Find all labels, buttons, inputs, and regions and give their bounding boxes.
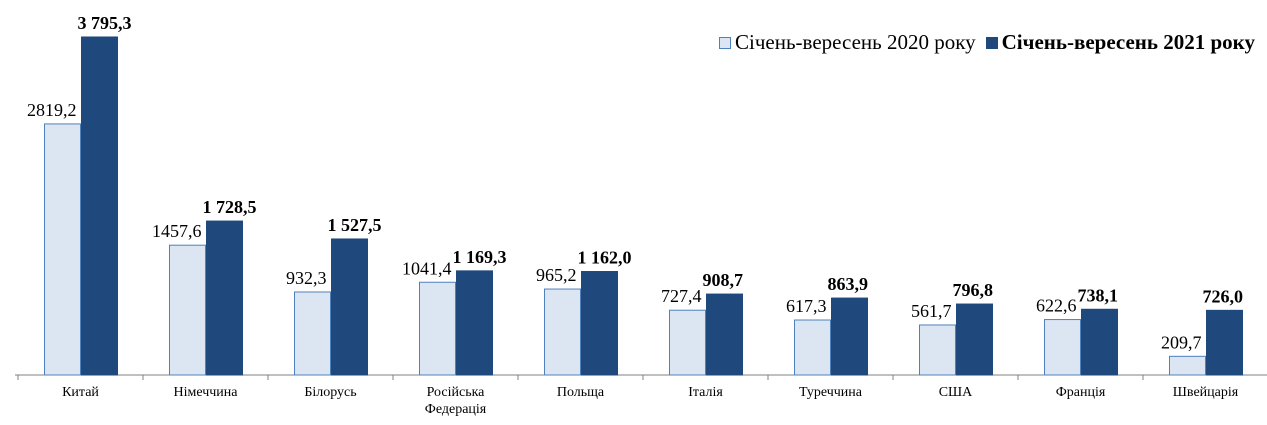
legend-swatch — [719, 36, 732, 49]
data-label: 1 162,0 — [578, 248, 632, 268]
bar — [81, 36, 118, 376]
x-tick-label: Російська Федерація — [424, 385, 487, 417]
data-label: 1041,4 — [402, 258, 452, 278]
data-label: 3 795,3 — [78, 13, 132, 33]
data-label: 617,3 — [786, 296, 827, 316]
x-tick-label: США — [938, 385, 973, 400]
bar — [544, 288, 581, 376]
bar — [294, 291, 331, 376]
data-label: 1 728,5 — [203, 197, 257, 217]
x-tick-label: Китай — [62, 385, 99, 400]
bar — [1081, 308, 1118, 376]
data-label: 2819,2 — [27, 100, 77, 120]
x-tick-label: Німеччина — [173, 385, 238, 400]
legend: Січень-вересень 2020 року Січень-вересень… — [709, 30, 1255, 55]
x-tick-label: Швейцарія — [1172, 385, 1239, 400]
x-tick-label: Італія — [688, 385, 723, 400]
bar — [831, 297, 868, 376]
data-label: 1457,6 — [152, 221, 202, 241]
legend-item: Січень-вересень 2021 року — [985, 30, 1255, 55]
x-tick-label: Франція — [1055, 385, 1106, 400]
x-tick-label: Туреччина — [799, 385, 862, 400]
bar — [206, 220, 243, 376]
legend-item: Січень-вересень 2020 року — [719, 30, 976, 55]
bar — [44, 123, 81, 376]
bar — [1044, 319, 1081, 376]
bar — [581, 271, 618, 376]
data-label: 965,2 — [536, 265, 577, 285]
data-label: 1 169,3 — [453, 247, 507, 267]
bar — [706, 293, 743, 376]
legend-swatch — [985, 36, 998, 49]
bar — [169, 244, 206, 376]
bar — [919, 324, 956, 376]
bar — [794, 319, 831, 376]
bar — [1206, 309, 1243, 376]
data-label: 863,9 — [828, 274, 869, 294]
data-label: 1 527,5 — [328, 215, 382, 235]
data-label: 561,7 — [911, 301, 952, 321]
data-label: 727,4 — [661, 286, 702, 306]
bar — [456, 270, 493, 376]
data-label: 726,0 — [1203, 286, 1244, 306]
legend-label: Січень-вересень 2020 року — [735, 30, 976, 54]
x-tick-label: Білорусь — [304, 385, 357, 400]
bar — [331, 238, 368, 376]
data-label: 738,1 — [1078, 285, 1119, 305]
bar — [669, 309, 706, 376]
data-label: 932,3 — [286, 268, 327, 288]
data-label: 209,7 — [1161, 332, 1202, 352]
data-label: 796,8 — [953, 280, 994, 300]
bar — [1169, 355, 1206, 376]
data-label: 908,7 — [703, 270, 744, 290]
x-tick-label: Польща — [556, 385, 605, 400]
data-label: 622,6 — [1036, 296, 1077, 316]
bar — [956, 303, 993, 376]
bar — [419, 281, 456, 376]
legend-label: Січень-вересень 2021 року — [1001, 30, 1255, 54]
